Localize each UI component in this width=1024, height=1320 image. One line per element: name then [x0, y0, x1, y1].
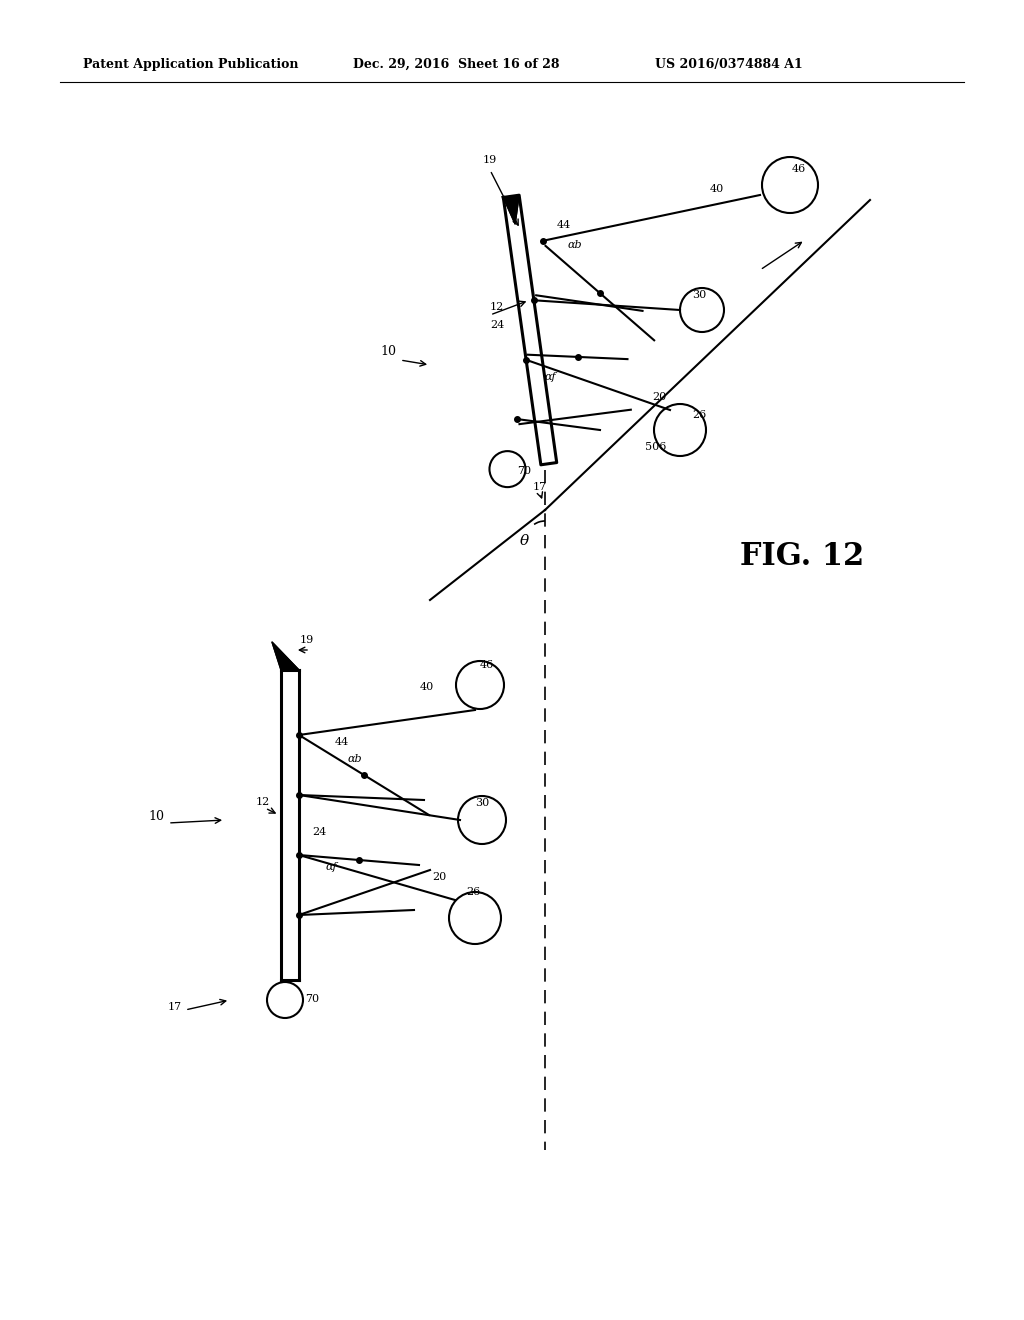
Polygon shape: [272, 642, 299, 671]
Text: 46: 46: [480, 660, 495, 671]
Text: 26: 26: [692, 411, 707, 420]
Text: 19: 19: [483, 154, 498, 165]
Text: 44: 44: [557, 220, 571, 230]
Text: FIG. 12: FIG. 12: [740, 541, 864, 572]
Text: 46: 46: [792, 164, 806, 174]
Text: 40: 40: [420, 682, 434, 692]
Text: 17: 17: [534, 482, 547, 492]
Text: 30: 30: [475, 799, 489, 808]
Text: 24: 24: [312, 828, 327, 837]
Text: 17: 17: [168, 1002, 182, 1012]
Text: 20: 20: [432, 873, 446, 882]
Text: 40: 40: [710, 183, 724, 194]
Text: 70: 70: [305, 994, 319, 1005]
Text: Dec. 29, 2016  Sheet 16 of 28: Dec. 29, 2016 Sheet 16 of 28: [353, 58, 559, 71]
Text: Patent Application Publication: Patent Application Publication: [83, 58, 299, 71]
Text: 70: 70: [517, 466, 531, 477]
Text: 10: 10: [148, 810, 164, 822]
Text: αb: αb: [568, 240, 583, 249]
Text: αb: αb: [348, 754, 362, 764]
Text: 12: 12: [490, 302, 504, 312]
Text: 26: 26: [466, 887, 480, 898]
Text: αf: αf: [545, 372, 557, 381]
Text: US 2016/0374884 A1: US 2016/0374884 A1: [655, 58, 803, 71]
Text: αf: αf: [326, 862, 338, 873]
Polygon shape: [503, 195, 519, 224]
Text: 506: 506: [645, 442, 667, 451]
Text: 44: 44: [335, 737, 349, 747]
Text: 19: 19: [300, 635, 314, 645]
Text: 20: 20: [652, 392, 667, 403]
Text: 24: 24: [490, 319, 504, 330]
Text: θ: θ: [520, 535, 529, 548]
Text: 10: 10: [380, 345, 396, 358]
Text: 12: 12: [256, 797, 270, 807]
Text: 30: 30: [692, 290, 707, 300]
